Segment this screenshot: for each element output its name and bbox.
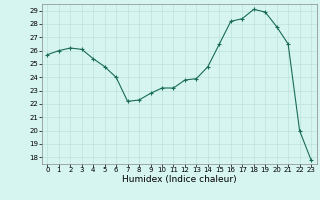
X-axis label: Humidex (Indice chaleur): Humidex (Indice chaleur) bbox=[122, 175, 236, 184]
